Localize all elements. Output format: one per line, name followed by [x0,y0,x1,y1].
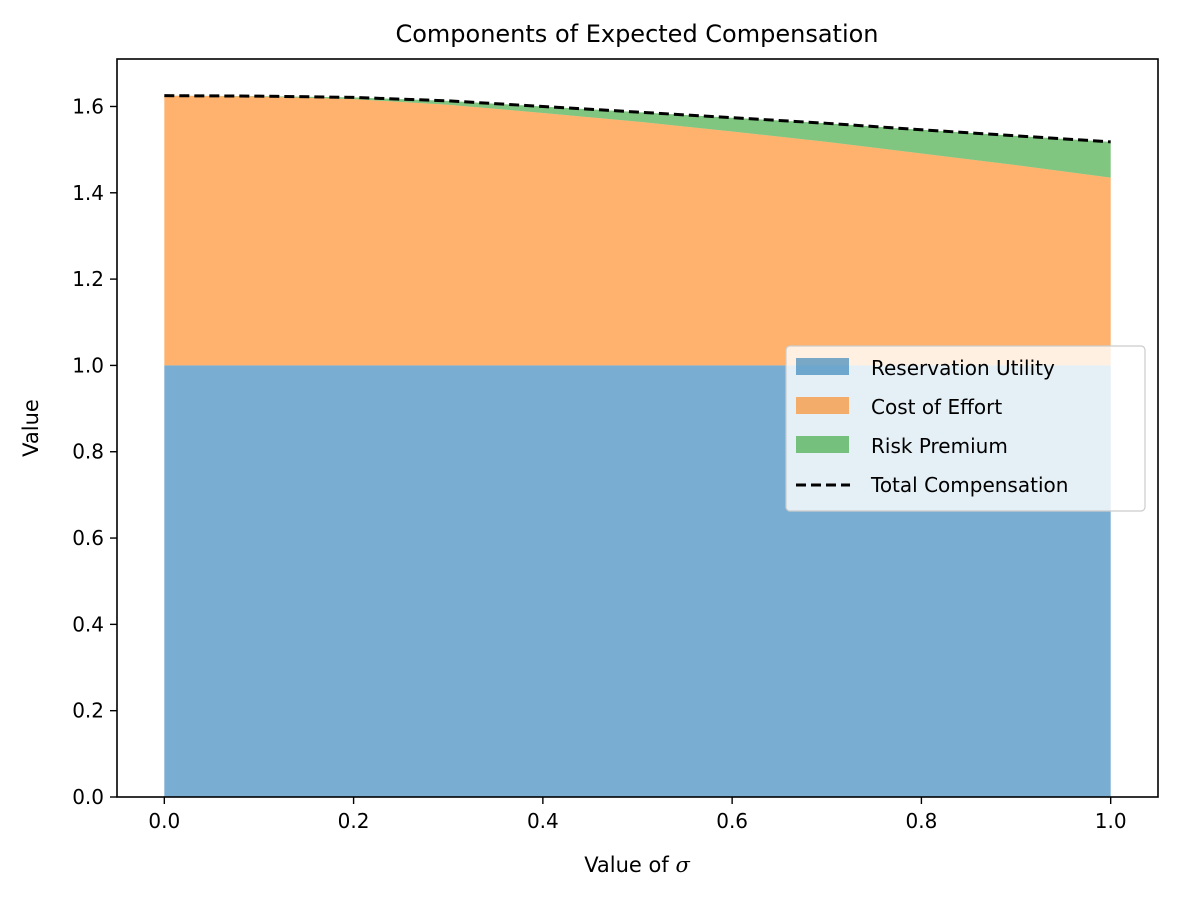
x-tick-label: 0.2 [338,809,370,833]
plot-frame [116,58,1159,798]
y-tick-label: 1.2 [72,267,104,291]
x-tick-label: 0.8 [906,809,938,833]
x-tick-label: 0.6 [716,809,748,833]
legend-swatch-risk-premium [796,436,849,453]
legend-label-reservation-utility: Reservation Utility [871,356,1055,380]
y-axis-ticks: 0.0 0.2 0.4 0.6 0.8 1.0 1.2 1.4 1.6 [72,94,117,809]
legend-swatch-reservation-utility [796,358,849,375]
y-axis-label: Value [19,399,43,457]
legend-box [785,345,1146,512]
legend-label-total-compensation: Total Compensation [870,473,1068,497]
y-tick-label: 1.4 [72,181,104,205]
x-axis-label: Value of σ [584,853,690,877]
y-tick-label: 0.6 [72,526,104,550]
y-tick-label: 0.0 [72,785,104,809]
legend-label-cost-of-effort: Cost of Effort [871,395,1002,419]
total-compensation-line [164,94,1111,144]
x-axis-ticks: 0.0 0.2 0.4 0.6 0.8 1.0 [148,797,1127,833]
legend: Reservation Utility Cost of Effort Risk … [785,345,1146,512]
chart-title: Components of Expected Compensation [395,20,878,48]
y-tick-label: 1.0 [72,353,104,377]
y-tick-label: 1.6 [72,94,104,118]
x-tick-label: 1.0 [1095,809,1127,833]
legend-label-risk-premium: Risk Premium [871,434,1008,458]
x-axis-label-text: Value of [584,853,675,877]
area-cost-of-effort [164,95,1111,366]
y-tick-label: 0.8 [72,440,104,464]
y-tick-label: 0.2 [72,699,104,723]
x-axis-label-symbol: σ [675,853,690,877]
x-tick-label: 0.0 [148,809,180,833]
total-line-group [164,94,1111,144]
legend-swatch-cost-of-effort [796,397,849,414]
y-tick-label: 0.4 [72,612,104,636]
x-tick-label: 0.4 [527,809,559,833]
